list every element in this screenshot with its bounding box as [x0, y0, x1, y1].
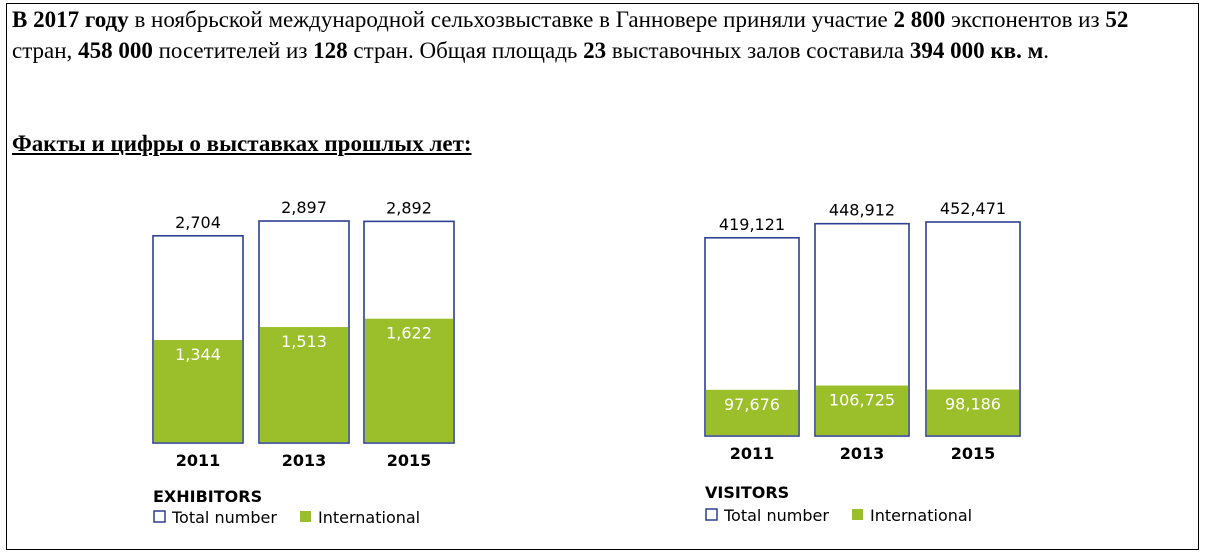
international-bar	[926, 389, 1020, 436]
intro-part: 23	[583, 38, 607, 63]
chart-title: VISITORS	[705, 483, 789, 502]
total-value-label: 2,897	[281, 198, 327, 217]
international-value-label: 97,676	[724, 395, 780, 414]
international-bar	[153, 340, 243, 443]
intro-part: экспонентов из	[945, 7, 1106, 32]
legend-swatch-total	[705, 508, 718, 521]
legend-label-international: International	[318, 508, 420, 527]
international-value-label: 1,344	[175, 345, 221, 364]
intro-part: 458 000	[78, 38, 153, 63]
legend-label-international: International	[870, 506, 972, 525]
intro-part: стран. Общая площадь	[347, 38, 584, 63]
intro-part: 394 000 кв. м	[909, 38, 1044, 63]
legend-swatch-international	[852, 509, 863, 520]
intro-part: 128	[313, 38, 348, 63]
category-label: 2013	[840, 444, 885, 463]
international-value-label: 1,513	[281, 332, 327, 351]
total-value-label: 2,704	[175, 213, 221, 232]
international-bar	[364, 318, 454, 443]
legend-label-total: Total number	[171, 508, 277, 527]
international-value-label: 106,725	[829, 391, 895, 410]
total-value-label: 448,912	[829, 201, 895, 220]
total-value-label: 419,121	[719, 215, 785, 234]
international-bar	[259, 327, 349, 443]
intro-part: В 2017 году	[12, 7, 129, 32]
chart-title: EXHIBITORS	[153, 487, 262, 506]
facts-heading: Факты и цифры о выставках прошлых лет:	[12, 131, 472, 156]
intro-part: .	[1043, 38, 1049, 63]
legend-label-total: Total number	[723, 506, 829, 525]
category-label: 2011	[176, 451, 221, 470]
intro-part: в ноябрьской международной сельхозвыстав…	[128, 7, 894, 32]
intro-part: стран,	[12, 38, 79, 63]
total-value-label: 452,471	[940, 199, 1006, 218]
intro-part: 52	[1105, 7, 1129, 32]
international-value-label: 1,622	[386, 324, 432, 343]
category-label: 2013	[282, 451, 327, 470]
intro-part: посетителей из	[152, 38, 314, 63]
intro-paragraph: В 2017 году в ноябрьской международной с…	[12, 4, 1182, 66]
international-value-label: 98,186	[945, 395, 1001, 414]
intro-part: выставочных залов составила	[606, 38, 910, 63]
intro-part: 2 800	[893, 7, 946, 32]
international-bar	[815, 385, 909, 436]
category-label: 2015	[387, 451, 432, 470]
category-label: 2011	[730, 444, 775, 463]
total-value-label: 2,892	[386, 198, 432, 217]
category-label: 2015	[951, 444, 996, 463]
international-bar	[705, 389, 799, 436]
legend-swatch-international	[300, 511, 311, 522]
legend-swatch-total	[153, 510, 166, 523]
